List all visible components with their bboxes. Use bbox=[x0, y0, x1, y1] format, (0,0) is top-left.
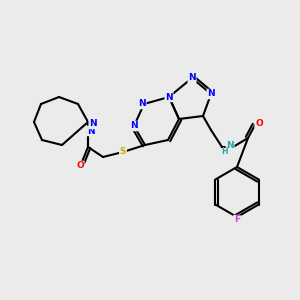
Text: N: N bbox=[165, 92, 173, 101]
Text: O: O bbox=[255, 118, 263, 127]
Text: N: N bbox=[130, 122, 138, 130]
Text: N: N bbox=[207, 89, 215, 98]
Text: N: N bbox=[188, 74, 196, 82]
Text: N: N bbox=[226, 142, 234, 151]
Text: H: H bbox=[221, 146, 227, 155]
Text: F: F bbox=[234, 215, 240, 224]
Text: N: N bbox=[87, 127, 95, 136]
Text: O: O bbox=[76, 161, 84, 170]
Text: S: S bbox=[120, 148, 126, 157]
Text: N: N bbox=[138, 100, 146, 109]
Text: N: N bbox=[89, 119, 97, 128]
